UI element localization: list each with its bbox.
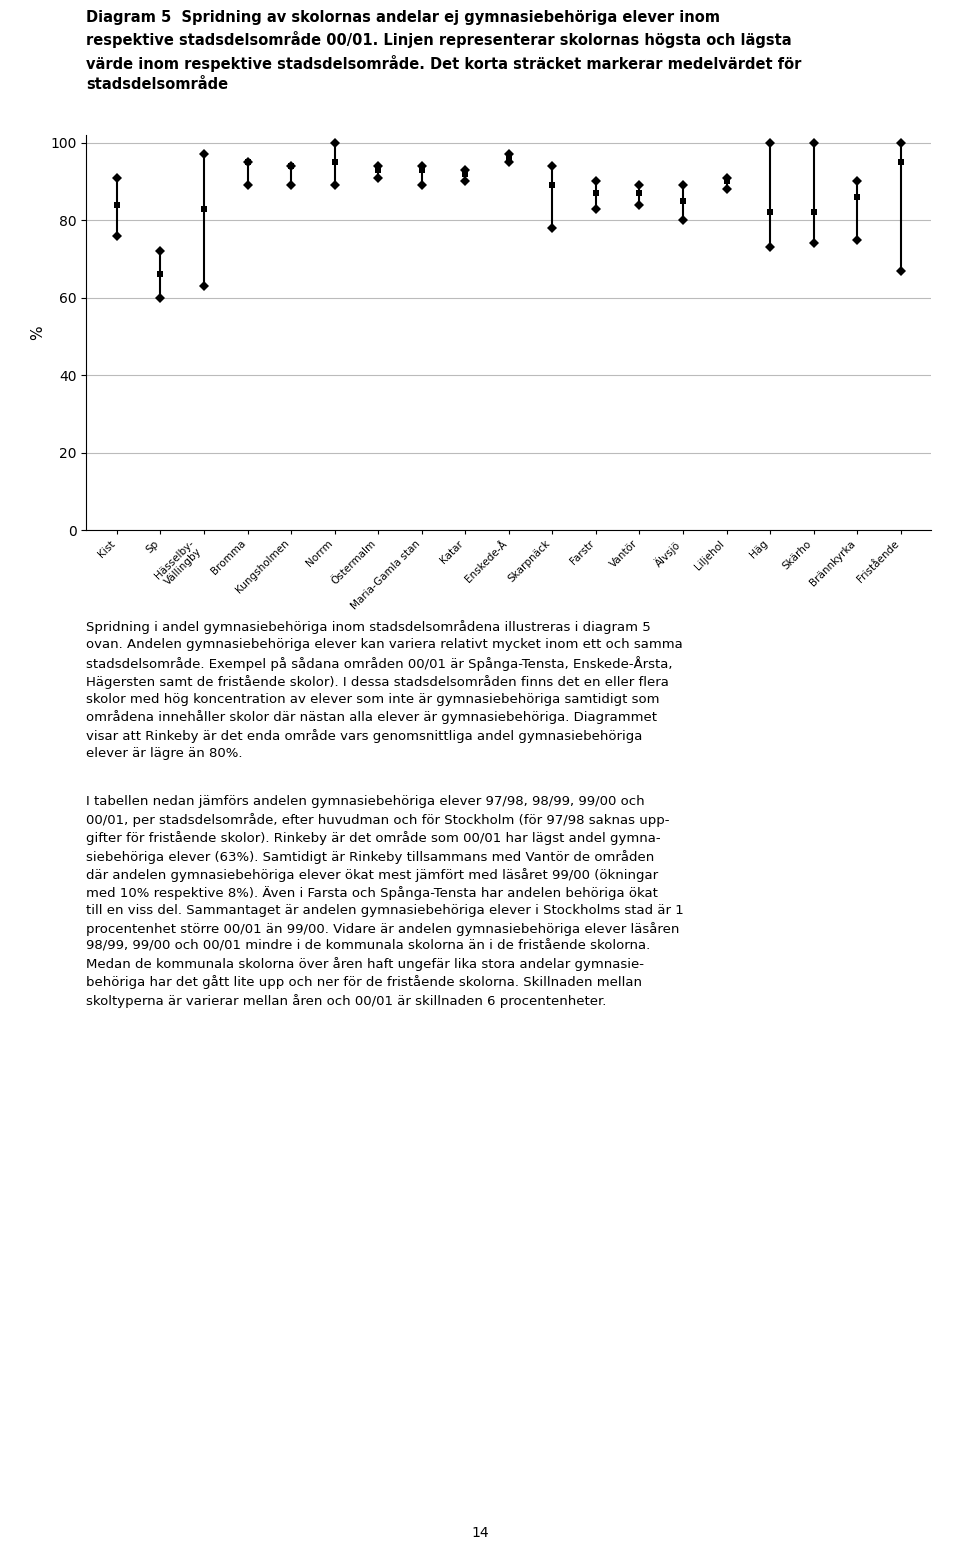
Text: Spridning i andel gymnasiebehöriga inom stadsdelsområdena illustreras i diagram : Spridning i andel gymnasiebehöriga inom … xyxy=(86,619,684,760)
Text: 14: 14 xyxy=(471,1526,489,1540)
Text: I tabellen nedan jämförs andelen gymnasiebehöriga elever 97/98, 98/99, 99/00 och: I tabellen nedan jämförs andelen gymnasi… xyxy=(86,796,684,1008)
Y-axis label: %: % xyxy=(30,324,45,340)
Text: Diagram 5  Spridning av skolornas andelar ej gymnasiebehöriga elever inom
respek: Diagram 5 Spridning av skolornas andelar… xyxy=(86,9,802,92)
